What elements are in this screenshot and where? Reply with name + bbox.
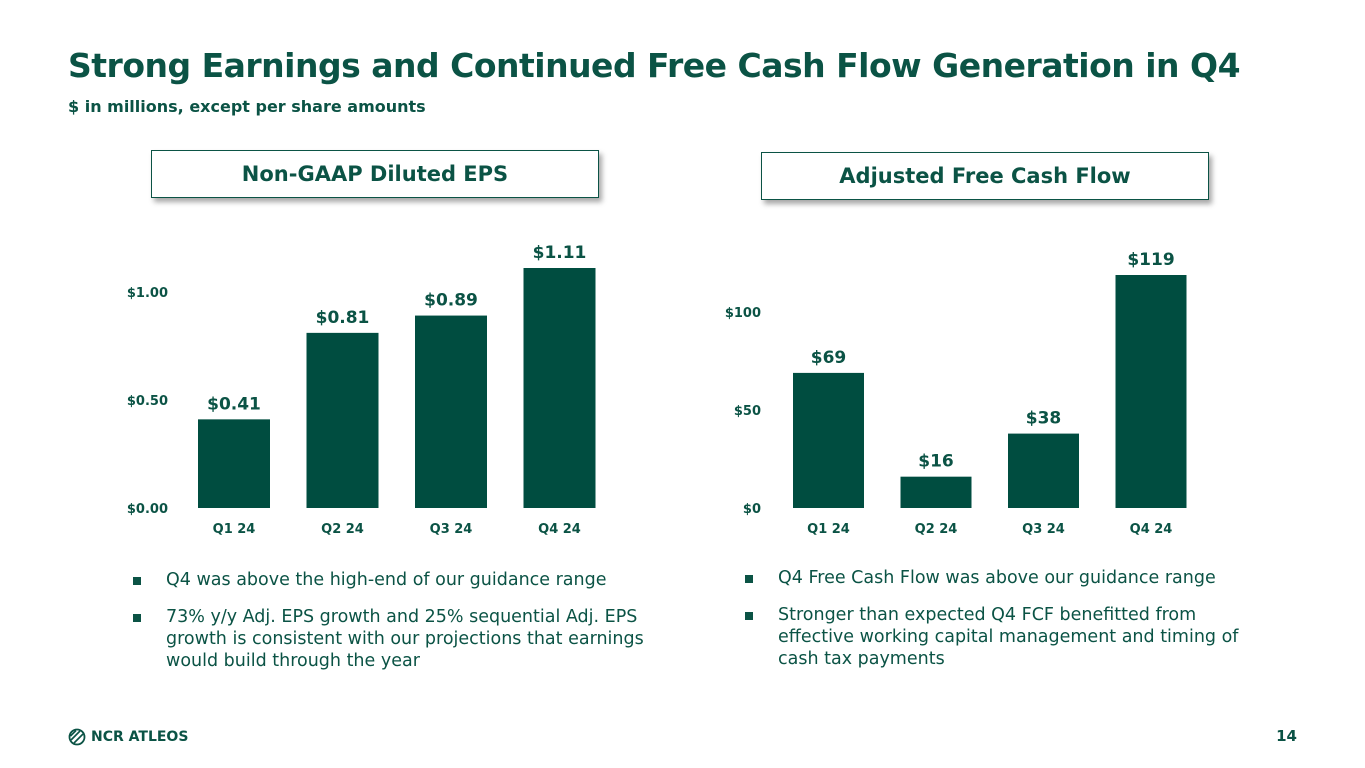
bar-q3-24 (415, 315, 487, 508)
eps-chart: $0.00 $0.50 $1.00 $0.41 Q1 24 $0.81 Q2 24 $0.89… (100, 235, 620, 540)
bar-q4-24 (1115, 275, 1187, 508)
eps-panel-title: Non-GAAP Diluted EPS (151, 150, 599, 198)
data-label: $119 (1127, 250, 1174, 270)
y-tick-label: $100 (725, 306, 761, 321)
bullet-square-icon (745, 575, 753, 583)
x-tick-label: Q2 24 (915, 522, 958, 537)
bullet-text: Stronger than expected Q4 FCF benefitted… (778, 605, 1239, 669)
y-tick-label: $0 (743, 502, 761, 517)
data-label: $38 (1026, 409, 1062, 429)
data-label: $0.81 (316, 308, 370, 328)
eps-chart-svg: $0.00 $0.50 $1.00 $0.41 Q1 24 $0.81 Q2 24 $0.89… (127, 243, 596, 537)
page-subtitle: $ in millions, except per share amounts (68, 97, 426, 116)
bar-q4-24 (523, 268, 596, 508)
bar-q3-24 (1008, 433, 1079, 508)
bullet-text: Q4 was above the high-end of our guidanc… (166, 570, 607, 590)
bullet-item: Q4 was above the high-end of our guidanc… (133, 569, 663, 591)
x-tick-label: Q3 24 (430, 522, 473, 537)
bar-q1-24 (793, 372, 864, 508)
fcf-chart-svg: $0 $50 $100 $69 Q1 24 $16 Q2 24 $38 Q3 24 $119 Q4 … (725, 250, 1187, 537)
bar-q2-24 (306, 332, 379, 508)
bullet-text: Q4 Free Cash Flow was above our guidance… (778, 568, 1216, 588)
bullet-text: 73% y/y Adj. EPS growth and 25% sequenti… (166, 607, 644, 671)
bullet-square-icon (745, 612, 753, 620)
page-number: 14 (1276, 727, 1297, 745)
x-tick-label: Q2 24 (321, 522, 364, 537)
x-tick-label: Q3 24 (1022, 522, 1065, 537)
data-label: $69 (811, 348, 847, 368)
eps-bullet-list: Q4 was above the high-end of our guidanc… (133, 569, 663, 687)
x-tick-label: Q4 24 (538, 522, 581, 537)
logo-text: NCR ATLEOS (91, 729, 189, 745)
bullet-item: Stronger than expected Q4 FCF benefitted… (745, 604, 1265, 670)
bullet-square-icon (133, 577, 141, 585)
y-tick-label: $1.00 (127, 286, 168, 301)
bullet-item: 73% y/y Adj. EPS growth and 25% sequenti… (133, 606, 663, 672)
y-tick-label: $50 (734, 404, 761, 419)
x-tick-label: Q1 24 (807, 522, 850, 537)
page-title: Strong Earnings and Continued Free Cash … (68, 46, 1241, 85)
fcf-chart: $0 $50 $100 $69 Q1 24 $16 Q2 24 $38 Q3 24 $119 Q4 … (715, 235, 1215, 540)
data-label: $0.41 (207, 394, 261, 414)
y-tick-label: $0.50 (127, 394, 168, 409)
bullet-square-icon (133, 614, 141, 622)
bar-q2-24 (900, 476, 972, 508)
bullet-item: Q4 Free Cash Flow was above our guidance… (745, 567, 1265, 589)
fcf-panel-title: Adjusted Free Cash Flow (761, 152, 1209, 200)
fcf-bullet-list: Q4 Free Cash Flow was above our guidance… (745, 567, 1265, 685)
data-label: $0.89 (424, 291, 478, 311)
company-logo: NCR ATLEOS (68, 728, 188, 746)
y-tick-label: $0.00 (127, 502, 168, 517)
bar-q1-24 (198, 419, 270, 508)
data-label: $1.11 (533, 243, 587, 263)
data-label: $16 (918, 452, 954, 472)
globe-icon (68, 728, 86, 746)
x-tick-label: Q1 24 (213, 522, 256, 537)
x-tick-label: Q4 24 (1130, 522, 1173, 537)
